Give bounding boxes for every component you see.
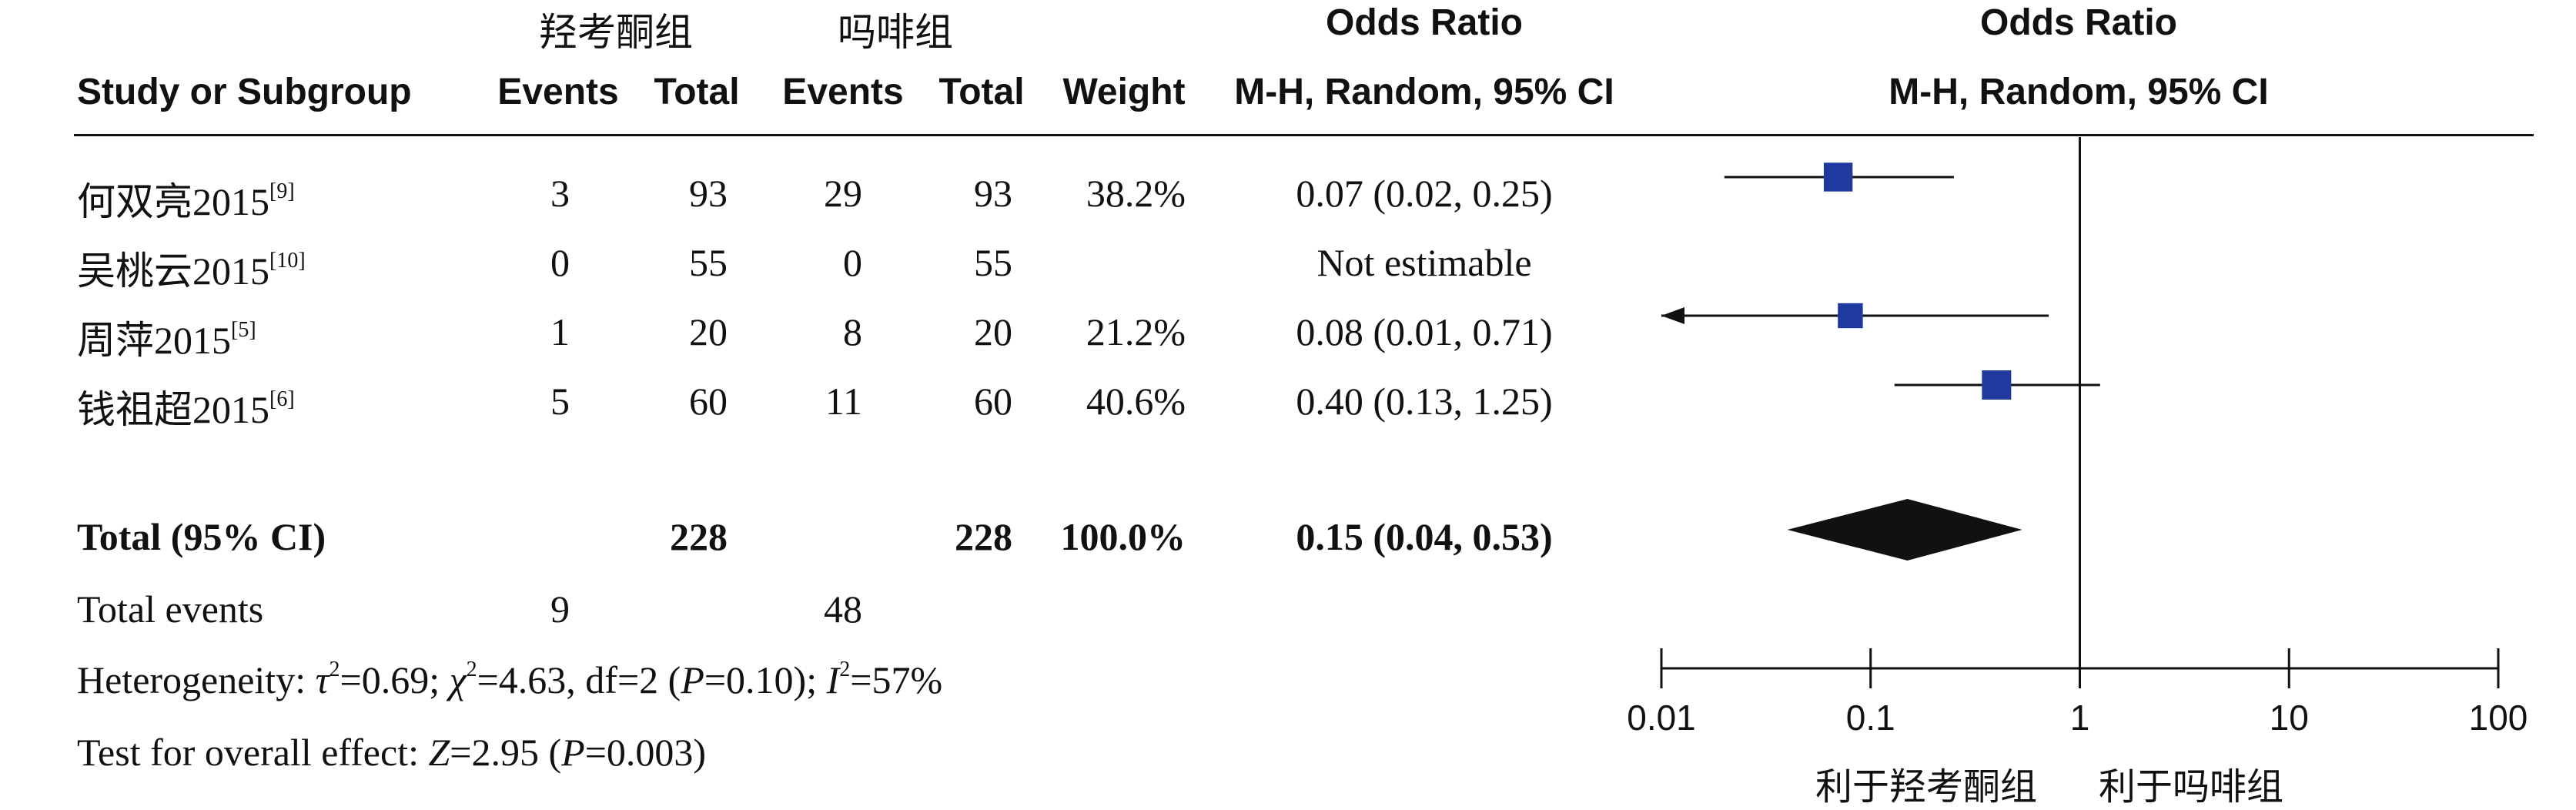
- odds-ratio-plot-title: Odds Ratio: [1979, 2, 2177, 43]
- total-b: 93: [974, 172, 1012, 215]
- total-ci-text: 0.15 (0.04, 0.53): [1296, 515, 1553, 558]
- x-tick-label: 10: [2270, 698, 2309, 738]
- events-b-header: Events: [782, 72, 904, 112]
- total-b: 55: [974, 241, 1012, 284]
- events-a: 0: [550, 241, 570, 284]
- study-marker: [1982, 370, 2012, 400]
- study-name: 吴桃云2015[10]: [77, 249, 306, 293]
- study-name: 何双亮2015[9]: [77, 179, 295, 223]
- ci-text: 0.40 (0.13, 1.25): [1296, 380, 1553, 423]
- ci-text: 0.08 (0.01, 0.71): [1296, 310, 1553, 353]
- favours-left-label: 利于羟考酮组: [1815, 767, 2038, 808]
- reference-mark: [5]: [231, 318, 256, 343]
- total-weight: 100.0%: [1060, 515, 1186, 558]
- events-b: 0: [843, 241, 862, 284]
- total-label: Total (95% CI): [77, 515, 326, 558]
- events-a-header: Events: [497, 72, 619, 112]
- study-name: 周萍2015[5]: [77, 318, 256, 362]
- x-tick-label: 0.01: [1627, 698, 1696, 738]
- total-a: 55: [689, 241, 728, 284]
- method-plot-header: M-H, Random, 95% CI: [1889, 72, 2269, 112]
- reference-mark: [6]: [269, 387, 295, 412]
- group-b-header: 吗啡组: [838, 11, 953, 54]
- method-header: M-H, Random, 95% CI: [1234, 72, 1614, 112]
- ci-text: 0.07 (0.02, 0.25): [1296, 172, 1553, 215]
- total-events-b: 48: [824, 587, 862, 631]
- total-events-label: Total events: [77, 587, 264, 631]
- x-tick-label: 100: [2469, 698, 2528, 738]
- header-rule: [74, 134, 2534, 136]
- x-tick-label: 1: [2070, 698, 2090, 738]
- ci-text: Not estimable: [1316, 241, 1532, 284]
- pooled-diamond: [1787, 499, 2022, 561]
- total-a: 20: [689, 310, 728, 353]
- ci-clip-arrow: [1661, 307, 1684, 324]
- group-a-header: 羟考酮组: [539, 11, 693, 54]
- total-b: 20: [974, 310, 1012, 353]
- events-a: 5: [550, 380, 570, 423]
- weight: 38.2%: [1086, 172, 1186, 215]
- heterogeneity-text: Heterogeneity: τ2=0.69; χ2=4.63, df=2 (P…: [77, 658, 943, 701]
- events-a: 1: [550, 310, 570, 353]
- reference-mark: [10]: [269, 249, 306, 273]
- study-column-header: Study or Subgroup: [77, 72, 412, 112]
- weight: 21.2%: [1086, 310, 1186, 353]
- total-a: 60: [689, 380, 728, 423]
- events-b: 8: [843, 310, 862, 353]
- total-a: 228: [670, 515, 728, 558]
- odds-ratio-title: Odds Ratio: [1325, 2, 1523, 43]
- x-tick-label: 0.1: [1846, 698, 1895, 738]
- overall-effect-text: Test for overall effect: Z=2.95 (P=0.003…: [77, 731, 707, 774]
- total-events-a: 9: [550, 587, 570, 631]
- study-marker: [1823, 162, 1853, 192]
- study-name: 钱祖超2015[6]: [77, 387, 295, 431]
- total-b-header: Total: [938, 72, 1025, 112]
- events-a: 3: [550, 172, 570, 215]
- total-b: 60: [974, 380, 1012, 423]
- favours-right-label: 利于吗啡组: [2099, 767, 2284, 808]
- total-b: 228: [955, 515, 1012, 558]
- weight: 40.6%: [1086, 380, 1186, 423]
- weight-header: Weight: [1062, 72, 1186, 112]
- events-b: 11: [825, 380, 862, 423]
- study-marker: [1838, 303, 1863, 329]
- total-a: 93: [689, 172, 728, 215]
- reference-mark: [9]: [269, 179, 295, 204]
- events-b: 29: [824, 172, 862, 215]
- total-a-header: Total: [654, 72, 740, 112]
